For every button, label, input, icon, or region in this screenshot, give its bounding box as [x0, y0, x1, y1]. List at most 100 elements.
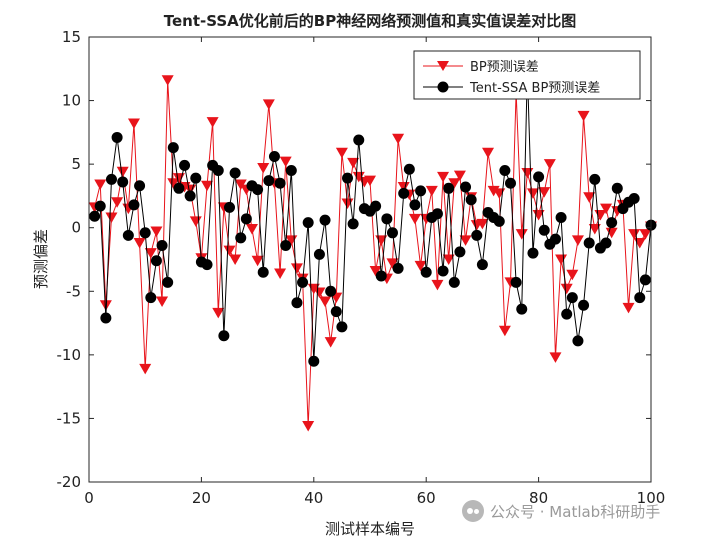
y-tick-label: -5 — [66, 282, 81, 300]
tent-ssa-error-point — [257, 266, 269, 278]
y-tick-label: 5 — [71, 155, 81, 173]
tent-ssa-error-point — [274, 177, 286, 189]
tent-ssa-error-point — [606, 217, 618, 229]
tent-ssa-error-point — [139, 227, 151, 239]
tent-ssa-error-point — [538, 224, 550, 236]
tent-ssa-error-point — [460, 181, 472, 193]
tent-ssa-error-point — [235, 232, 247, 244]
bp-error-point — [324, 337, 337, 348]
bp-error-point — [364, 175, 376, 187]
plot-area — [89, 37, 651, 482]
bp-error-point — [526, 188, 539, 199]
tent-ssa-error-point — [431, 208, 443, 220]
bp-error-point — [156, 296, 169, 307]
tent-ssa-error-point — [639, 274, 651, 286]
bp-error-point — [257, 162, 270, 174]
bp-error-point — [94, 179, 107, 190]
tent-ssa-error-point — [285, 165, 297, 176]
tent-ssa-error-point — [353, 134, 365, 146]
x-tick-label: 20 — [192, 489, 211, 507]
bp-error-point — [588, 223, 601, 235]
bp-error-point — [515, 229, 528, 240]
y-axis-label: 预测偏差 — [32, 229, 50, 289]
tent-ssa-error-point — [465, 194, 477, 206]
tent-ssa-error-point — [476, 259, 488, 271]
tent-ssa-error-point — [167, 142, 179, 154]
tent-ssa-error-point — [375, 270, 387, 282]
tent-ssa-error-point — [549, 233, 561, 245]
tent-ssa-error-point — [392, 262, 404, 274]
legend-box — [413, 50, 641, 100]
bp-error-point — [150, 226, 163, 238]
tent-ssa-error-point — [145, 292, 157, 304]
tent-ssa-error-point — [454, 246, 466, 258]
tent-ssa-error-point — [505, 177, 516, 189]
bp-error-point — [560, 283, 573, 295]
bp-error-point — [498, 325, 511, 337]
tent-ssa-error-point — [634, 292, 646, 304]
tent-ssa-error-point — [111, 131, 123, 143]
tent-ssa-error-point — [527, 247, 539, 259]
tent-ssa-error-point — [173, 182, 185, 194]
tent-ssa-error-point — [162, 276, 174, 288]
series-layer — [88, 64, 657, 432]
bp-error-point — [622, 302, 635, 314]
y-tick-label: 10 — [62, 92, 81, 110]
bp-error-point — [335, 147, 348, 159]
tent-ssa-error-point — [409, 199, 421, 211]
tent-ssa-error-point — [117, 176, 129, 188]
bp-error-point — [223, 245, 236, 257]
bp-error-point — [442, 254, 455, 265]
tent-ssa-error-point — [252, 184, 264, 196]
tent-ssa-error-point — [89, 210, 101, 222]
legend-label-tent-ssa: Tent-SSA BP预测误差 — [469, 81, 600, 96]
tent-ssa-error-point — [100, 312, 112, 324]
tent-ssa-error-point — [229, 167, 241, 179]
series-bp — [88, 75, 657, 432]
bp-error-point — [414, 260, 427, 272]
bp-error-point — [459, 235, 472, 246]
tent-ssa-error-point — [291, 297, 303, 309]
tent-ssa-error-point — [336, 321, 348, 333]
legend: BP预测误差 Tent-SSA BP预测误差 — [413, 50, 641, 100]
tent-ssa-error-point — [342, 172, 354, 184]
bp-error-point — [425, 185, 438, 197]
tent-ssa-error-point — [128, 199, 140, 211]
bp-error-point — [111, 197, 124, 208]
bp-error-point — [319, 296, 332, 307]
x-tick-label: 60 — [417, 489, 436, 507]
bp-error-point — [274, 268, 287, 279]
bp-error-point — [453, 170, 466, 182]
bp-error-point — [290, 263, 303, 274]
bp-error-point — [538, 187, 551, 198]
tent-ssa-error-point — [201, 259, 213, 271]
tent-ssa-error-point — [240, 213, 252, 225]
tent-ssa-error-point — [150, 255, 162, 267]
bp-error-point — [431, 279, 444, 291]
bp-error-point — [245, 223, 258, 235]
wechat-icon — [462, 500, 484, 522]
tent-ssa-error-point — [190, 172, 202, 184]
bp-error-point — [127, 118, 140, 129]
bp-error-point — [639, 229, 652, 240]
tent-ssa-error-point — [308, 355, 320, 367]
bp-error-point — [212, 307, 225, 319]
bp-error-point — [583, 192, 596, 203]
tent-ssa-error-point — [516, 303, 528, 315]
tent-ssa-error-point — [386, 227, 398, 239]
x-tick-label: 40 — [304, 489, 323, 507]
tent-ssa-error-point — [156, 240, 168, 252]
x-axis-label: 测试样本编号 — [325, 520, 415, 538]
y-tick-label: 15 — [62, 28, 81, 46]
tent-ssa-error-point — [370, 200, 382, 212]
bp-error-point — [605, 227, 618, 239]
legend-label-bp: BP预测误差 — [470, 60, 539, 75]
bp-error-point — [167, 178, 180, 189]
tent-ssa-error-point — [347, 218, 359, 230]
bp-error-point — [369, 265, 382, 277]
tent-ssa-error-point — [443, 182, 455, 194]
tent-ssa-error-point — [578, 299, 590, 311]
bp-error-point — [386, 258, 399, 269]
bp-error-point — [408, 213, 421, 225]
tent-ssa-error-point — [313, 248, 325, 260]
